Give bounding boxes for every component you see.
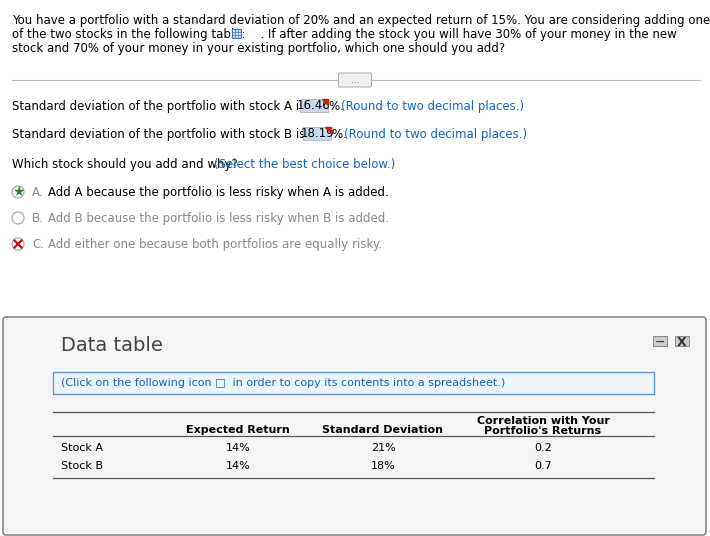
Text: (Round to two decimal places.): (Round to two decimal places.) [344, 128, 527, 141]
Text: Correlation with Your: Correlation with Your [476, 416, 609, 426]
Text: Expected Return: Expected Return [186, 425, 290, 435]
Text: (Round to two decimal places.): (Round to two decimal places.) [341, 100, 524, 113]
Text: C.: C. [32, 238, 44, 251]
Text: −: − [655, 336, 665, 348]
FancyBboxPatch shape [339, 73, 371, 87]
FancyBboxPatch shape [3, 317, 706, 535]
Text: B.: B. [32, 212, 44, 225]
Text: ...: ... [351, 76, 359, 85]
Text: A.: A. [32, 186, 43, 199]
Polygon shape [322, 99, 328, 105]
Polygon shape [325, 127, 331, 133]
Text: 0.2: 0.2 [534, 443, 552, 453]
Text: Portfolio's Returns: Portfolio's Returns [484, 426, 601, 436]
Text: (Select the best choice below.): (Select the best choice below.) [214, 158, 395, 171]
Text: ★: ★ [12, 184, 24, 198]
Text: Stock B: Stock B [61, 461, 103, 471]
Text: Data table: Data table [61, 336, 163, 355]
Text: 14%: 14% [226, 461, 251, 471]
Text: Standard deviation of the portfolio with stock B is: Standard deviation of the portfolio with… [12, 128, 309, 141]
Text: 16.46: 16.46 [297, 99, 331, 112]
FancyBboxPatch shape [53, 372, 654, 394]
FancyBboxPatch shape [303, 127, 331, 140]
Text: Stock A: Stock A [61, 443, 103, 453]
Text: (Click on the following icon □  in order to copy its contents into a spreadsheet: (Click on the following icon □ in order … [61, 378, 506, 388]
FancyBboxPatch shape [653, 336, 667, 346]
Text: Add B because the portfolio is less risky when B is added.: Add B because the portfolio is less risk… [48, 212, 389, 225]
Text: Add either one because both portfolios are equally risky.: Add either one because both portfolios a… [48, 238, 382, 251]
Text: You have a portfolio with a standard deviation of 20% and an expected return of : You have a portfolio with a standard dev… [12, 14, 710, 27]
Text: 18%: 18% [371, 461, 395, 471]
Text: X: X [677, 336, 687, 348]
FancyBboxPatch shape [300, 99, 328, 112]
Text: of the two stocks in the following table:    . If after adding the stock you wil: of the two stocks in the following table… [12, 28, 677, 41]
FancyBboxPatch shape [232, 29, 241, 38]
Text: %.: %. [332, 128, 354, 141]
Text: Standard deviation of the portfolio with stock A is: Standard deviation of the portfolio with… [12, 100, 309, 113]
Text: %.: %. [329, 100, 351, 113]
Text: Standard Deviation: Standard Deviation [322, 425, 444, 435]
Text: Which stock should you add and why?: Which stock should you add and why? [12, 158, 245, 171]
Text: stock and 70% of your money in your existing portfolio, which one should you add: stock and 70% of your money in your exis… [12, 42, 505, 55]
Text: 21%: 21% [371, 443, 395, 453]
Text: Add A because the portfolio is less risky when A is added.: Add A because the portfolio is less risk… [48, 186, 389, 199]
Text: 18.19: 18.19 [300, 127, 334, 140]
FancyBboxPatch shape [675, 336, 689, 346]
Text: 0.7: 0.7 [534, 461, 552, 471]
Text: 14%: 14% [226, 443, 251, 453]
